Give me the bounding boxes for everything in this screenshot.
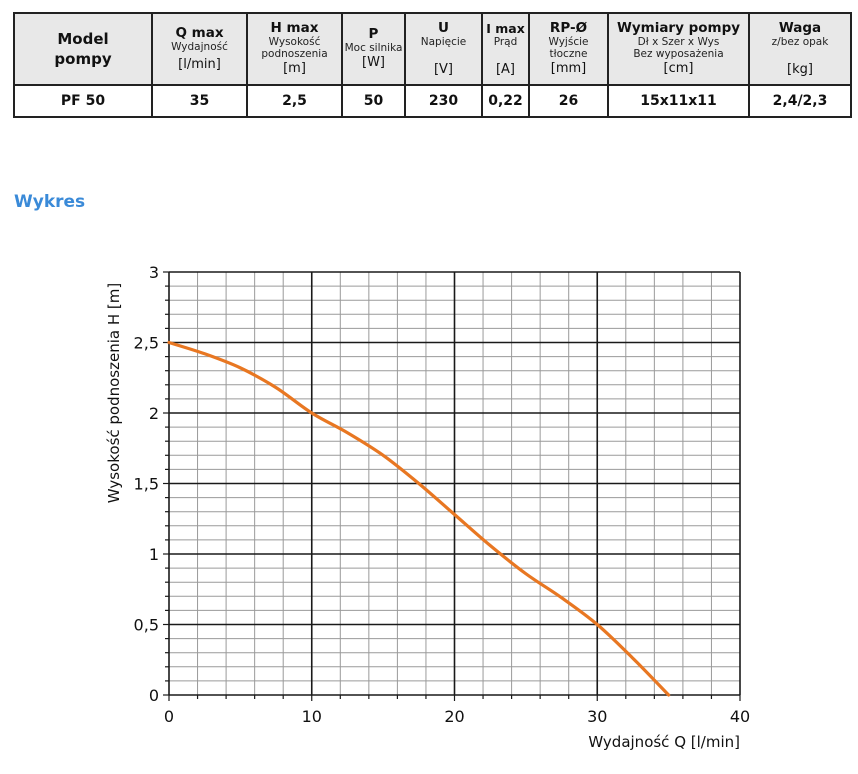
header-outlet-name: RP-Ø bbox=[549, 20, 588, 36]
y-tick-label: 0,5 bbox=[134, 616, 159, 635]
x-tick-label: 10 bbox=[302, 707, 322, 726]
header-qmax-desc: Wydajność bbox=[171, 40, 228, 53]
y-axis-label: Wysokość podnoszenia H [m] bbox=[105, 283, 123, 503]
cell-qmax: 35 bbox=[151, 84, 248, 118]
cell-power: 50 bbox=[341, 84, 406, 118]
cell-voltage: 230 bbox=[404, 84, 483, 118]
header-current-desc: Prąd bbox=[493, 35, 518, 48]
header-dimensions-desc: Dł x Szer x Wys Bez wyposażenia bbox=[633, 36, 724, 60]
chart-series bbox=[167, 340, 671, 697]
x-tick-label: 40 bbox=[730, 707, 750, 726]
header-outlet-unit: [mm] bbox=[550, 61, 587, 76]
header-current-name: I max bbox=[486, 20, 525, 36]
y-tick-label: 1,5 bbox=[134, 475, 159, 494]
header-qmax-unit: [l/min] bbox=[178, 56, 221, 72]
header-current-unit: [A] bbox=[495, 61, 516, 77]
y-tick-label: 1 bbox=[149, 545, 159, 564]
y-tick-label: 2,5 bbox=[134, 334, 159, 353]
y-tick-label: 3 bbox=[149, 263, 159, 282]
pump-spec-table: Model pompy Q max Wydajność [l/min] H ma… bbox=[13, 12, 852, 118]
cell-dimensions: 15x11x11 bbox=[607, 84, 750, 118]
header-power-desc: Moc silnika bbox=[344, 42, 403, 54]
header-model-label: Model pompy bbox=[54, 30, 112, 68]
header-voltage-desc: Napięcie bbox=[420, 35, 467, 48]
section-title: Wykres bbox=[14, 192, 86, 212]
x-tick-label: 0 bbox=[164, 707, 174, 726]
header-hmax-desc: Wysokość podnoszenia bbox=[261, 36, 328, 60]
x-tick-label: 30 bbox=[587, 707, 607, 726]
header-outlet: RP-Ø Wyjście tłoczne [mm] bbox=[528, 12, 609, 86]
pump-curve-line bbox=[167, 340, 671, 697]
header-outlet-desc: Wyjście tłoczne bbox=[548, 36, 589, 60]
header-dimensions-name: Wymiary pompy bbox=[616, 20, 741, 36]
header-voltage-name: U bbox=[438, 19, 449, 36]
header-model: Model pompy bbox=[13, 12, 153, 86]
x-axis-label: Wydajność Q [l/min] bbox=[588, 733, 740, 751]
y-tick-label: 2 bbox=[149, 404, 159, 423]
header-weight: Waga z/bez opak [kg] bbox=[748, 12, 852, 86]
header-hmax-unit: [m] bbox=[283, 61, 306, 76]
x-tick-label: 20 bbox=[444, 707, 464, 726]
header-dimensions: Wymiary pompy Dł x Szer x Wys Bez wyposa… bbox=[607, 12, 750, 86]
header-current: I max Prąd [A] bbox=[481, 12, 530, 86]
cell-weight: 2,4/2,3 bbox=[748, 84, 852, 118]
header-power-name: P bbox=[368, 26, 379, 42]
header-voltage: U Napięcie [V] bbox=[404, 12, 483, 86]
header-power: P Moc silnika [W] bbox=[341, 12, 406, 86]
cell-hmax: 2,5 bbox=[246, 84, 343, 118]
cell-model: PF 50 bbox=[13, 84, 153, 118]
header-weight-unit: [kg] bbox=[787, 61, 813, 77]
chart-tick-labels: 0 10 20 30 40 0 0,5 1 1,5 2 2,5 3 bbox=[134, 263, 751, 726]
header-qmax-name: Q max bbox=[175, 24, 224, 41]
cell-current: 0,22 bbox=[481, 84, 530, 118]
header-hmax: H max Wysokość podnoszenia [m] bbox=[246, 12, 343, 86]
header-voltage-unit: [V] bbox=[433, 61, 454, 77]
chart-axes bbox=[163, 271, 741, 701]
header-weight-name: Waga bbox=[778, 19, 822, 36]
cell-outlet: 26 bbox=[528, 84, 609, 118]
header-qmax: Q max Wydajność [l/min] bbox=[151, 12, 248, 86]
table-header-row: Model pompy Q max Wydajność [l/min] H ma… bbox=[13, 12, 852, 86]
y-tick-label: 0 bbox=[149, 686, 159, 705]
header-weight-desc: z/bez opak bbox=[771, 35, 829, 48]
table-row: PF 50 35 2,5 50 230 0,22 26 15x11x11 2,4… bbox=[13, 84, 852, 118]
header-dimensions-unit: [cm] bbox=[663, 61, 694, 76]
header-hmax-name: H max bbox=[270, 20, 319, 36]
header-power-unit: [W] bbox=[362, 55, 385, 70]
